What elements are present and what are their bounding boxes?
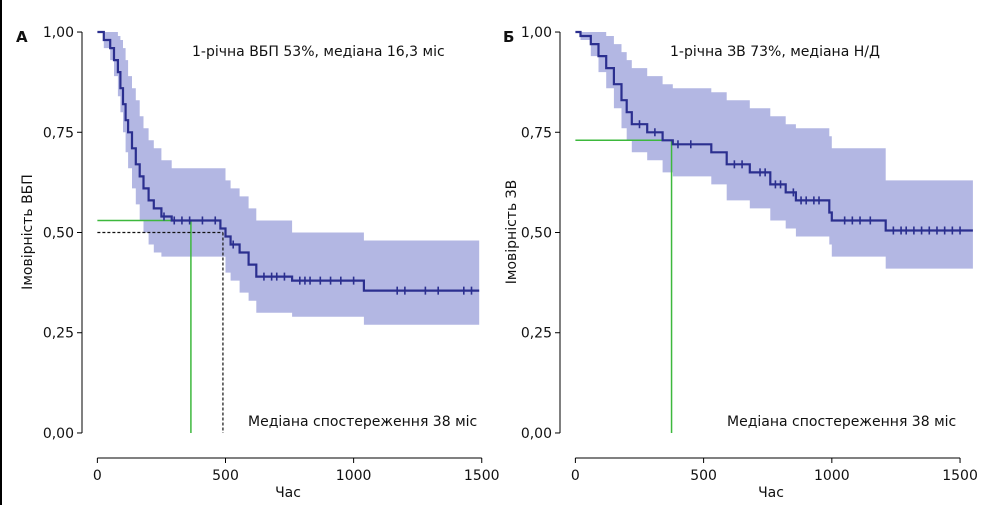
panel-a-censor-marks <box>163 212 473 295</box>
panel-b-x-axis-title: Час <box>758 485 784 501</box>
panel-b-y-axis-title: Імовірність ЗВ <box>504 180 520 284</box>
panel-a-x-tick-label-3: 1500 <box>464 468 500 484</box>
panel-a-ci-band <box>97 32 480 325</box>
panel-a-annotation-bottom: Медіана спостереження 38 міс <box>248 414 477 430</box>
panel-b-y-tick-label-3: 0,75 <box>521 125 552 141</box>
panel-a-axes: 0,00 0,25 0,50 0,75 1,00 0 500 1000 1500 <box>43 25 500 484</box>
panel-b-censor-marks <box>638 120 961 235</box>
panel-a-annotation-top: 1-річна ВБП 53%, медіана 16,3 міс <box>192 44 445 60</box>
panel-b-x-tick-label-1: 500 <box>690 468 717 484</box>
panel-a: 0,00 0,25 0,50 0,75 1,00 0 500 1000 1500 А 1-річ… <box>16 25 500 501</box>
panel-a-x-tick-label-2: 1000 <box>336 468 372 484</box>
panel-a-survival-line <box>97 30 480 292</box>
panel-a-y-tick-label-4: 1,00 <box>43 25 74 41</box>
panel-b: 0,00 0,25 0,50 0,75 1,00 0 500 1000 1500 Б 1-річ… <box>503 25 978 501</box>
panel-b-x-tick-label-0: 0 <box>571 468 580 484</box>
panel-a-y-axis-title: Імовірність ВБП <box>20 174 36 290</box>
panel-b-ci-area <box>575 32 973 269</box>
panel-b-ci-band <box>575 32 973 269</box>
panel-a-label: А <box>16 28 28 46</box>
panel-a-y-tick-label-2: 0,50 <box>43 226 74 242</box>
panel-a-x-tick-label-1: 500 <box>212 468 239 484</box>
panel-a-y-tick-label-0: 0,00 <box>43 426 74 442</box>
panel-b-y-tick-label-2: 0,50 <box>521 226 552 242</box>
panel-a-ci-area <box>97 32 480 325</box>
panel-b-annotation-bottom: Медіана спостереження 38 міс <box>727 414 956 430</box>
panel-b-y-tick-label-4: 1,00 <box>521 25 552 41</box>
panel-a-y-tick-label-1: 0,25 <box>43 326 74 342</box>
panel-a-x-tick-label-0: 0 <box>93 468 102 484</box>
panel-a-curve <box>97 30 480 292</box>
panel-b-x-tick-label-3: 1500 <box>942 468 978 484</box>
panel-b-y-tick-label-1: 0,25 <box>521 326 552 342</box>
panel-a-y-tick-label-3: 0,75 <box>43 125 74 141</box>
panel-b-y-tick-label-0: 0,00 <box>521 426 552 442</box>
panel-b-axes: 0,00 0,25 0,50 0,75 1,00 0 500 1000 1500 <box>521 25 978 484</box>
panel-b-x-tick-label-2: 1000 <box>814 468 850 484</box>
panel-a-x-axis-title: Час <box>275 485 301 501</box>
panel-b-label: Б <box>503 28 514 46</box>
panel-b-reference-lines <box>575 139 673 433</box>
panel-b-annotation-top: 1-річна ЗВ 73%, медіана Н/Д <box>670 44 880 60</box>
